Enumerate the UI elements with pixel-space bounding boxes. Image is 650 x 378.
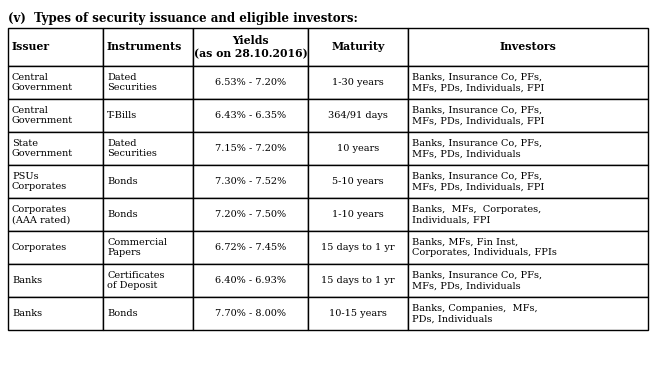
- Text: Banks,  MFs,  Corporates,
Individuals, FPI: Banks, MFs, Corporates, Individuals, FPI: [412, 205, 541, 224]
- Text: 5-10 years: 5-10 years: [332, 177, 384, 186]
- Text: 6.43% - 6.35%: 6.43% - 6.35%: [215, 111, 286, 120]
- Text: 1-10 years: 1-10 years: [332, 210, 384, 219]
- Bar: [193, 66, 308, 99]
- Text: Banks: Banks: [12, 276, 42, 285]
- Bar: [308, 264, 408, 297]
- Bar: [408, 66, 648, 99]
- Bar: [193, 99, 308, 132]
- Bar: [8, 198, 103, 231]
- Text: Dated
Securities: Dated Securities: [107, 139, 157, 158]
- Bar: [308, 28, 408, 66]
- Bar: [193, 132, 308, 165]
- Bar: [408, 28, 648, 66]
- Bar: [408, 198, 648, 231]
- Text: Bonds: Bonds: [107, 210, 138, 219]
- Text: Banks: Banks: [12, 309, 42, 318]
- Bar: [103, 28, 193, 66]
- Bar: [8, 132, 103, 165]
- Bar: [103, 165, 193, 198]
- Text: 10-15 years: 10-15 years: [329, 309, 387, 318]
- Bar: [103, 198, 193, 231]
- Text: Banks, Insurance Co, PFs,
MFs, PDs, Individuals, FPI: Banks, Insurance Co, PFs, MFs, PDs, Indi…: [412, 73, 545, 92]
- Text: 7.15% - 7.20%: 7.15% - 7.20%: [215, 144, 286, 153]
- Text: 7.70% - 8.00%: 7.70% - 8.00%: [215, 309, 286, 318]
- Bar: [308, 66, 408, 99]
- Text: Banks, Insurance Co, PFs,
MFs, PDs, Individuals, FPI: Banks, Insurance Co, PFs, MFs, PDs, Indi…: [412, 172, 545, 191]
- Text: Certificates
of Deposit: Certificates of Deposit: [107, 271, 164, 290]
- Bar: [308, 297, 408, 330]
- Text: Dated
Securities: Dated Securities: [107, 73, 157, 92]
- Text: Maturity: Maturity: [332, 42, 385, 53]
- Text: Corporates
(AAA rated): Corporates (AAA rated): [12, 205, 70, 224]
- Bar: [8, 231, 103, 264]
- Bar: [193, 264, 308, 297]
- Text: Bonds: Bonds: [107, 309, 138, 318]
- Bar: [408, 264, 648, 297]
- Bar: [408, 165, 648, 198]
- Bar: [408, 231, 648, 264]
- Bar: [8, 165, 103, 198]
- Bar: [308, 231, 408, 264]
- Text: Investors: Investors: [500, 42, 556, 53]
- Bar: [408, 99, 648, 132]
- Text: PSUs
Corporates: PSUs Corporates: [12, 172, 67, 191]
- Bar: [193, 297, 308, 330]
- Bar: [308, 165, 408, 198]
- Bar: [103, 66, 193, 99]
- Bar: [103, 99, 193, 132]
- Text: Banks, Insurance Co, PFs,
MFs, PDs, Individuals: Banks, Insurance Co, PFs, MFs, PDs, Indi…: [412, 271, 542, 290]
- Text: Issuer: Issuer: [12, 42, 50, 53]
- Text: 7.20% - 7.50%: 7.20% - 7.50%: [215, 210, 286, 219]
- Bar: [408, 132, 648, 165]
- Bar: [193, 28, 308, 66]
- Text: (v)  Types of security issuance and eligible investors:: (v) Types of security issuance and eligi…: [8, 12, 358, 25]
- Bar: [308, 198, 408, 231]
- Text: Banks, Companies,  MFs,
PDs, Individuals: Banks, Companies, MFs, PDs, Individuals: [412, 304, 538, 323]
- Text: T-Bills: T-Bills: [107, 111, 137, 120]
- Text: 6.72% - 7.45%: 6.72% - 7.45%: [215, 243, 286, 252]
- Text: Central
Government: Central Government: [12, 106, 73, 125]
- Text: 364/91 days: 364/91 days: [328, 111, 388, 120]
- Text: Commercial
Papers: Commercial Papers: [107, 238, 167, 257]
- Text: Corporates: Corporates: [12, 243, 67, 252]
- Text: 10 years: 10 years: [337, 144, 379, 153]
- Text: Yields
(as on 28.10.2016): Yields (as on 28.10.2016): [194, 35, 307, 59]
- Bar: [8, 99, 103, 132]
- Text: Banks, Insurance Co, PFs,
MFs, PDs, Individuals, FPI: Banks, Insurance Co, PFs, MFs, PDs, Indi…: [412, 106, 545, 125]
- Bar: [103, 132, 193, 165]
- Bar: [8, 66, 103, 99]
- Bar: [193, 198, 308, 231]
- Text: 15 days to 1 yr: 15 days to 1 yr: [321, 276, 395, 285]
- Bar: [103, 297, 193, 330]
- Bar: [8, 28, 103, 66]
- Text: 6.40% - 6.93%: 6.40% - 6.93%: [215, 276, 286, 285]
- Bar: [193, 165, 308, 198]
- Text: Instruments: Instruments: [107, 42, 183, 53]
- Bar: [308, 132, 408, 165]
- Text: Bonds: Bonds: [107, 177, 138, 186]
- Text: Central
Government: Central Government: [12, 73, 73, 92]
- Text: Banks, Insurance Co, PFs,
MFs, PDs, Individuals: Banks, Insurance Co, PFs, MFs, PDs, Indi…: [412, 139, 542, 158]
- Text: State
Government: State Government: [12, 139, 73, 158]
- Bar: [308, 99, 408, 132]
- Bar: [103, 264, 193, 297]
- Bar: [103, 231, 193, 264]
- Text: 7.30% - 7.52%: 7.30% - 7.52%: [215, 177, 286, 186]
- Text: Banks, MFs, Fin Inst,
Corporates, Individuals, FPIs: Banks, MFs, Fin Inst, Corporates, Indivi…: [412, 238, 557, 257]
- Bar: [193, 231, 308, 264]
- Bar: [408, 297, 648, 330]
- Text: 6.53% - 7.20%: 6.53% - 7.20%: [215, 78, 286, 87]
- Bar: [8, 297, 103, 330]
- Text: 1-30 years: 1-30 years: [332, 78, 384, 87]
- Text: 15 days to 1 yr: 15 days to 1 yr: [321, 243, 395, 252]
- Bar: [8, 264, 103, 297]
